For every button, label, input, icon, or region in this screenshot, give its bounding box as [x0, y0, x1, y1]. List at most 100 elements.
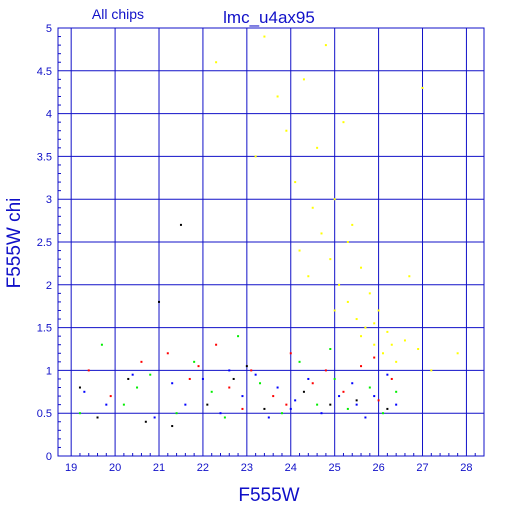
y-tick-label: 4.5 [37, 66, 52, 78]
data-point-yellow [263, 35, 266, 38]
data-point-green [210, 390, 213, 393]
x-tick-label: 21 [153, 462, 165, 474]
x-tick-label: 24 [285, 462, 297, 474]
data-points [78, 35, 459, 428]
y-axis-title: F555W chi [4, 198, 25, 289]
data-point-blue [320, 412, 323, 415]
data-point-yellow [338, 283, 341, 286]
data-point-yellow [333, 309, 336, 312]
y-tick-label: 3 [46, 194, 52, 206]
data-point-blue [254, 373, 257, 376]
data-point-yellow [346, 300, 349, 303]
data-point-green [395, 390, 398, 393]
y-tick-label: 1.5 [37, 323, 52, 335]
data-point-blue [364, 416, 367, 419]
data-point-yellow [276, 95, 279, 98]
data-point-red [272, 395, 275, 398]
data-point-black [158, 300, 161, 303]
data-point-blue [276, 386, 279, 389]
data-point-yellow [254, 155, 257, 158]
data-point-yellow [351, 223, 354, 226]
y-tick-label: 0.5 [37, 408, 52, 420]
data-point-green [122, 403, 125, 406]
data-point-red [197, 365, 200, 368]
data-point-red [215, 343, 218, 346]
data-point-red [109, 395, 112, 398]
data-point-green [175, 412, 178, 415]
data-point-yellow [456, 352, 459, 355]
x-tick-label: 28 [460, 462, 472, 474]
data-point-yellow [316, 146, 319, 149]
data-point-green [329, 348, 332, 350]
plot-frame [57, 27, 485, 457]
data-point-yellow [285, 129, 288, 132]
data-point-green [346, 407, 349, 410]
data-point-yellow [373, 343, 376, 346]
grid [58, 27, 484, 457]
data-point-black [78, 386, 81, 389]
data-point-black [263, 407, 266, 410]
data-point-blue [201, 377, 204, 380]
data-point-blue [267, 416, 270, 419]
data-point-yellow [215, 61, 218, 64]
data-point-green [333, 377, 336, 380]
data-point-red [241, 407, 244, 410]
data-point-black [355, 399, 358, 402]
y-tick-label: 2.5 [37, 237, 52, 249]
data-point-black [179, 223, 182, 226]
data-point-yellow [342, 121, 345, 124]
data-point-blue [355, 403, 358, 406]
data-point-yellow [373, 322, 376, 325]
data-point-green [100, 343, 103, 346]
data-point-yellow [324, 44, 327, 47]
data-point-green [259, 382, 262, 385]
data-point-blue [351, 382, 354, 385]
data-point-black [245, 365, 248, 368]
data-point-red [228, 386, 231, 389]
data-point-blue [338, 395, 341, 398]
data-point-blue [105, 403, 108, 406]
data-point-green [136, 386, 139, 389]
data-point-blue [184, 403, 187, 406]
data-point-red [390, 377, 393, 380]
chart-title: lmc_u4ax95 [223, 8, 315, 27]
data-point-red [377, 399, 380, 402]
data-point-blue [228, 369, 231, 372]
data-point-blue [373, 395, 376, 398]
data-point-red [324, 369, 327, 372]
data-point-yellow [381, 352, 384, 355]
chart-subtitle: All chips [92, 6, 144, 22]
data-point-yellow [364, 326, 367, 329]
data-point-yellow [377, 309, 380, 312]
data-point-black [206, 403, 209, 406]
data-point-yellow [320, 232, 323, 235]
data-point-yellow [355, 318, 358, 321]
y-tick-label: 5 [46, 23, 52, 35]
x-tick-label: 23 [241, 462, 253, 474]
data-point-red [311, 382, 314, 385]
data-point-blue [395, 403, 398, 406]
data-point-blue [289, 407, 292, 410]
data-point-yellow [390, 343, 393, 346]
y-tick-label: 1 [46, 365, 52, 377]
data-point-green [193, 360, 196, 363]
data-point-yellow [307, 275, 310, 278]
data-point-red [250, 369, 253, 372]
data-point-black [171, 425, 174, 428]
data-point-black [96, 416, 99, 419]
y-ticks: 0 0.5 1 1.5 2 2.5 3 3.5 4 4.5 5 [37, 23, 61, 463]
x-tick-label: 26 [372, 462, 384, 474]
data-point-yellow [430, 369, 433, 372]
data-point-yellow [395, 360, 398, 363]
data-point-yellow [360, 266, 363, 269]
data-point-red [285, 403, 288, 406]
data-point-yellow [417, 348, 420, 350]
data-point-yellow [329, 258, 332, 261]
data-point-black [386, 407, 389, 410]
data-point-yellow [386, 330, 389, 333]
x-tick-label: 25 [329, 462, 341, 474]
data-point-yellow [360, 335, 363, 338]
data-point-green [316, 403, 319, 406]
data-point-yellow [302, 78, 305, 81]
